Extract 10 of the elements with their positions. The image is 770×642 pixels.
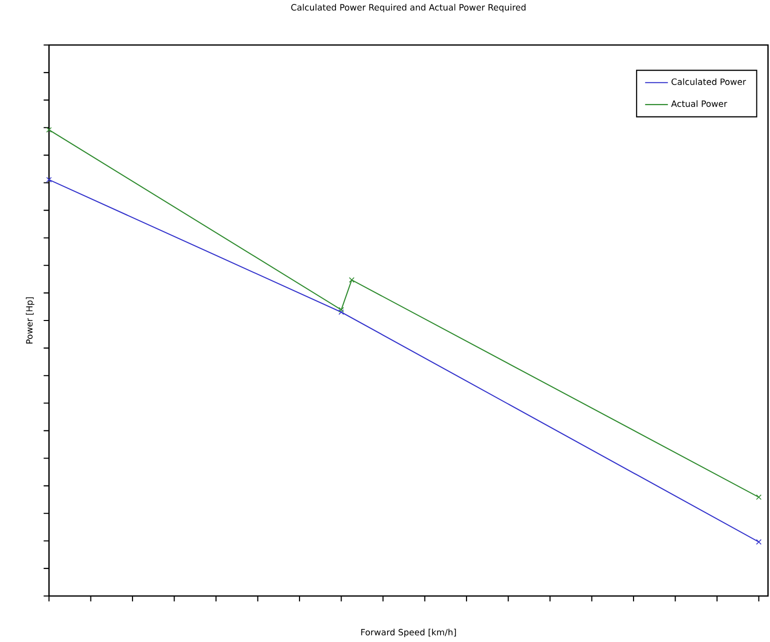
point bbox=[46, 127, 52, 133]
x-axis-title: Forward Speed [km/h] bbox=[361, 628, 456, 638]
legend-label: Actual Power bbox=[671, 100, 728, 107]
point bbox=[46, 176, 52, 182]
point bbox=[756, 494, 762, 500]
legend-label: Calculated Power bbox=[672, 78, 746, 86]
point bbox=[756, 539, 762, 545]
chart-title: Calculated Power Required and Actual Power Required bbox=[291, 4, 526, 12]
point bbox=[348, 277, 354, 283]
y-axis-title: Power [Hp] bbox=[26, 297, 34, 344]
